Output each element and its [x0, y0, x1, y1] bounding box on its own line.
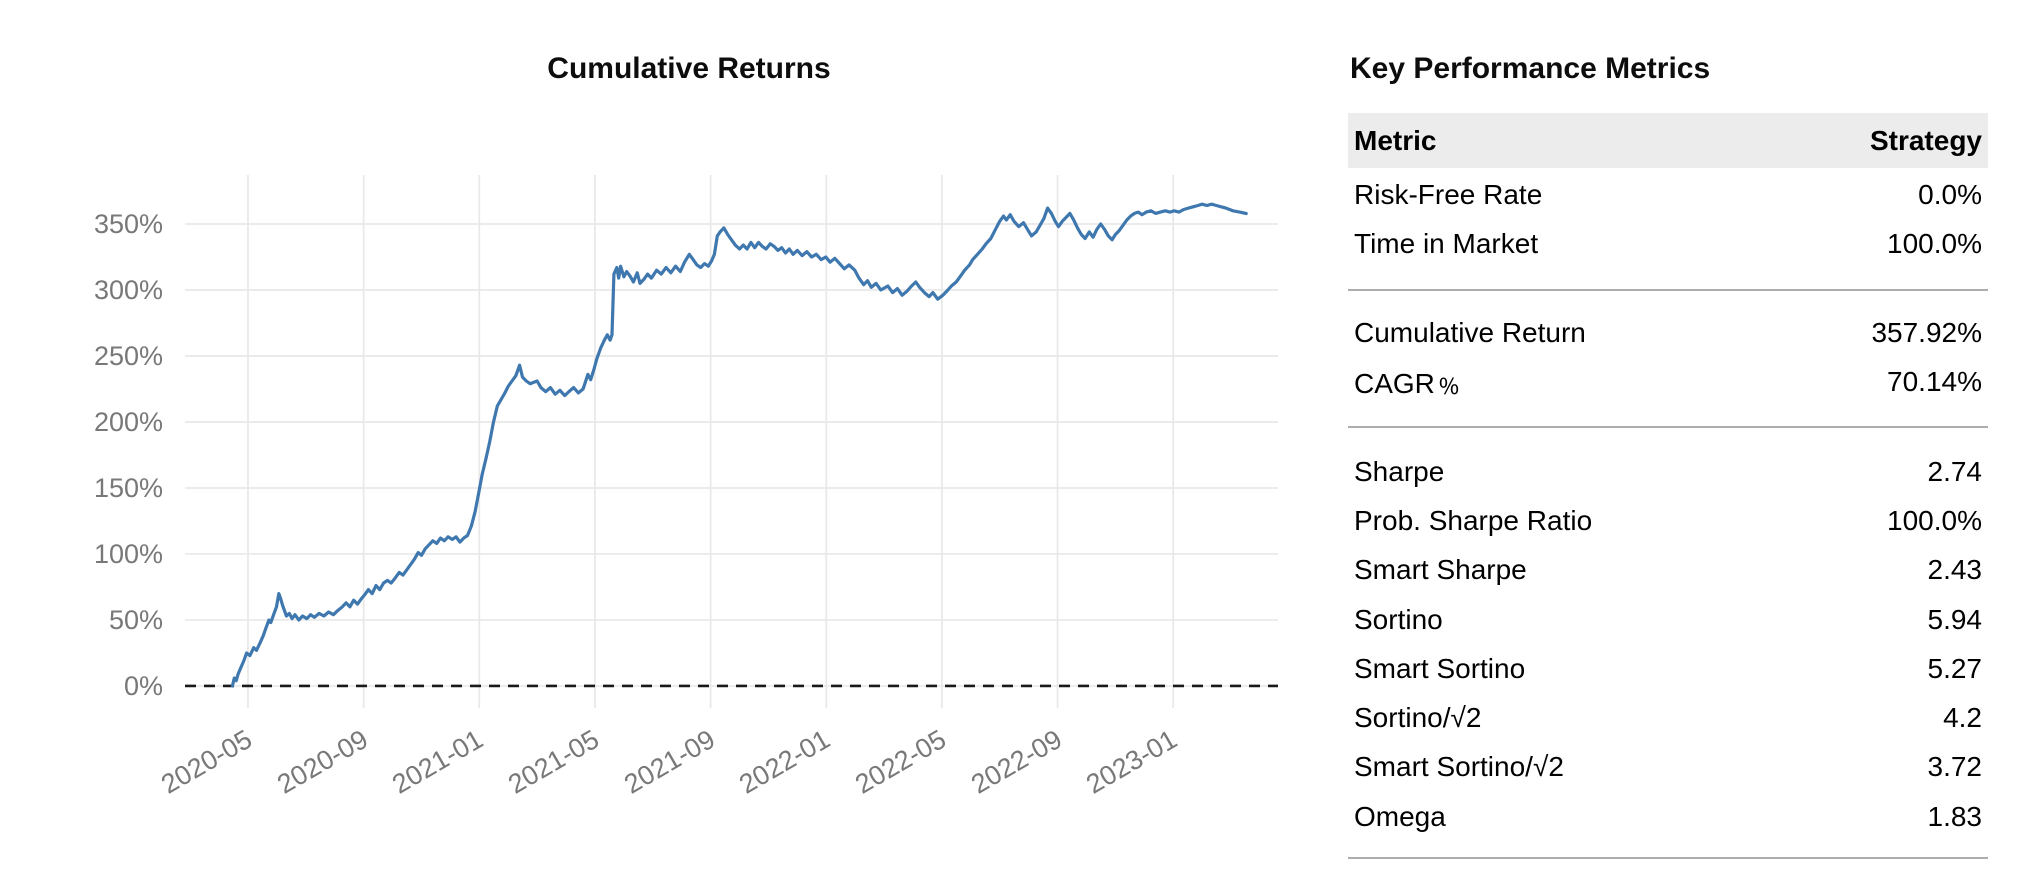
table-divider: [1348, 426, 1988, 428]
x-axis-tick-label: 2020-09: [271, 724, 373, 800]
table-row: Smart Sharpe 2.43: [1348, 546, 1988, 595]
metric-label: Risk-Free Rate: [1354, 178, 1543, 210]
x-axis-tick-label: 2020-05: [156, 724, 257, 800]
table-row: Cumulative Return 357.92%: [1348, 308, 1988, 357]
y-axis-tick-label: 150%: [93, 472, 163, 503]
metric-label: Sharpe: [1354, 455, 1445, 487]
metric-label: Time in Market: [1354, 227, 1539, 259]
metric-value: 1.83: [1927, 800, 1983, 832]
metrics-table-header: Metric Strategy: [1348, 113, 1988, 168]
metrics-group-ratios: Sharpe 2.74 Prob. Sharpe Ratio 100.0% Smart …: [1348, 447, 1988, 841]
metric-label: CAGR﹪: [1354, 367, 1463, 399]
y-axis-tick-label: 350%: [93, 208, 163, 239]
metrics-group-returns: Cumulative Return 357.92% CAGR﹪ 70.14%: [1348, 308, 1988, 407]
table-row: Prob. Sharpe Ratio 100.0%: [1348, 496, 1988, 545]
cumulative-returns-chart: Cumulative Returns 0% 50% 100% 150% 200% 250%…: [93, 52, 1278, 800]
metric-value: 5.27: [1927, 652, 1983, 684]
y-axis-tick-label: 100%: [93, 538, 163, 569]
table-row: Sortino 5.94: [1348, 595, 1988, 644]
header-metric-column: Metric: [1354, 124, 1437, 156]
table-divider: [1348, 289, 1988, 291]
metrics-panel: Key Performance Metrics Metric Strategy …: [1348, 0, 1988, 878]
y-axis-tick-label: 50%: [108, 604, 163, 635]
table-row: Omega 1.83: [1348, 792, 1988, 841]
metric-value: 357.92%: [1871, 316, 1982, 348]
metrics-group-general: Risk-Free Rate 0.0% Time in Market 100.0%: [1348, 170, 1988, 269]
metric-value: 5.94: [1927, 603, 1983, 635]
x-axis-tick-label: 2022-01: [734, 724, 836, 800]
table-row: Smart Sortino 5.27: [1348, 644, 1988, 693]
chart-title: Cumulative Returns: [547, 52, 831, 85]
metric-label: Omega: [1354, 800, 1446, 832]
metric-value: 4.2: [1943, 702, 1982, 734]
y-axis-tick-label: 300%: [93, 274, 163, 305]
table-row: Time in Market 100.0%: [1348, 219, 1988, 268]
header-strategy-column: Strategy: [1869, 124, 1982, 156]
x-axis-tick-label: 2021-05: [503, 724, 604, 800]
x-axis-tick-label: 2023-01: [1081, 724, 1183, 800]
x-axis-tick-label: 2021-01: [387, 724, 489, 800]
table-row: Sortino/√2 4.2: [1348, 693, 1988, 742]
metric-label: Prob. Sharpe Ratio: [1354, 504, 1593, 536]
metric-value: 70.14%: [1887, 365, 1982, 397]
x-axis-tick-label: 2021-09: [618, 724, 720, 800]
x-axis-tick-label: 2022-09: [965, 724, 1067, 800]
metric-value: 100.0%: [1887, 227, 1982, 259]
metric-label: Smart Sortino/√2: [1354, 751, 1564, 783]
y-axis-tick-label: 0%: [123, 670, 163, 701]
metric-value: 2.43: [1927, 554, 1983, 586]
y-axis-tick-label: 250%: [93, 340, 163, 371]
table-row: Risk-Free Rate 0.0%: [1348, 170, 1988, 219]
metric-value: 0.0%: [1918, 178, 1982, 210]
strategy-line: [230, 202, 1248, 688]
metric-label: Cumulative Return: [1354, 316, 1586, 348]
metric-label: Smart Sharpe: [1354, 554, 1527, 586]
metric-label: Smart Sortino: [1354, 652, 1526, 684]
table-row: Sharpe 2.74: [1348, 447, 1988, 496]
table-row: CAGR﹪ 70.14%: [1348, 357, 1988, 406]
table-row: Smart Sortino/√2 3.72: [1348, 743, 1988, 792]
y-axis-tick-label: 200%: [93, 406, 163, 437]
metric-value: 2.74: [1927, 455, 1983, 487]
metric-value: 100.0%: [1887, 504, 1982, 536]
table-divider: [1348, 857, 1988, 859]
metric-value: 3.72: [1927, 751, 1983, 783]
metric-label: Sortino/√2: [1354, 702, 1482, 734]
metric-label: Sortino: [1354, 603, 1443, 635]
metrics-title: Key Performance Metrics: [1350, 52, 1711, 85]
x-axis-tick-label: 2022-05: [850, 724, 951, 800]
chart-plot-area: [185, 175, 1278, 708]
